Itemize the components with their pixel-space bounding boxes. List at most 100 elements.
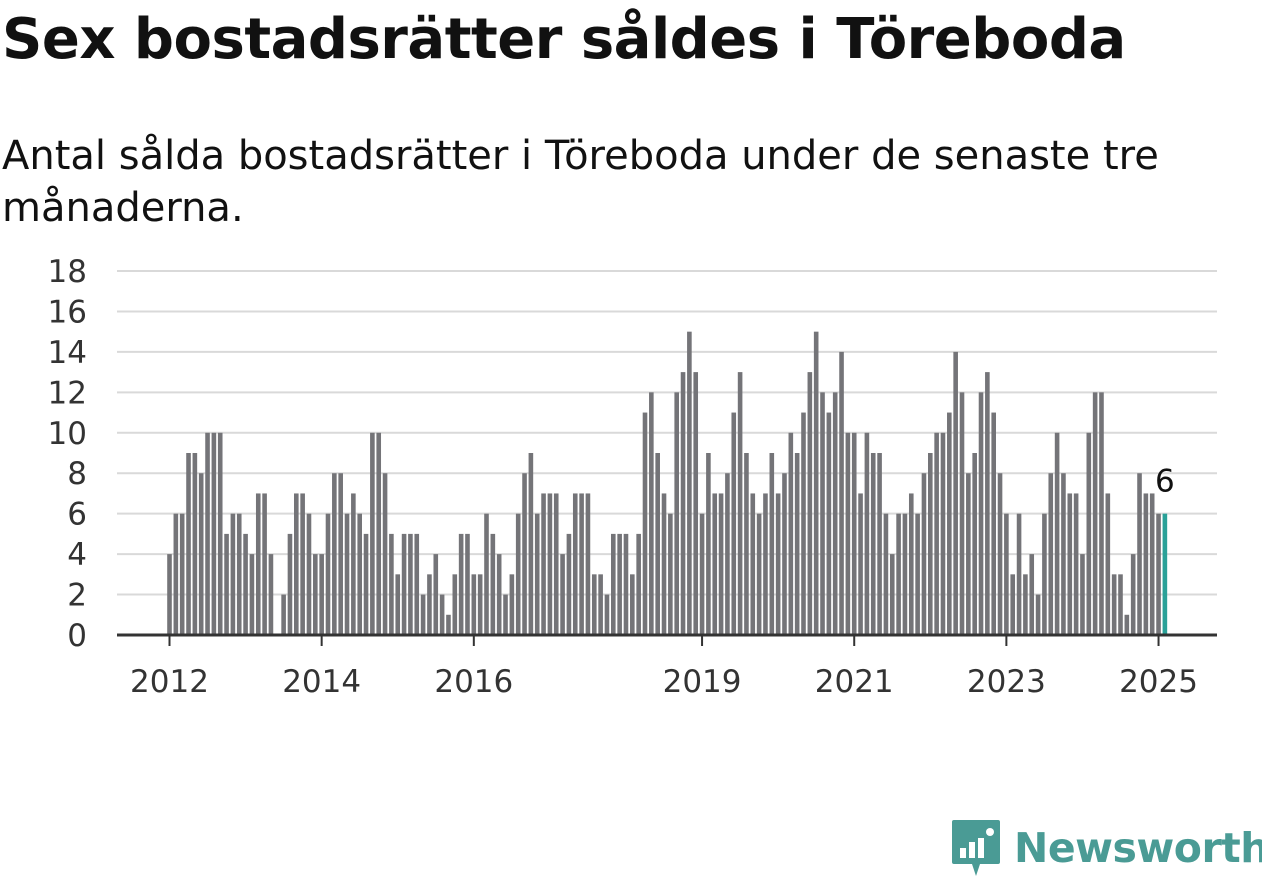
bar	[515, 513, 521, 635]
bar	[668, 513, 673, 635]
bar	[198, 473, 204, 635]
brand-name: Newsworthy	[1014, 824, 1262, 872]
bar	[1054, 432, 1060, 635]
highlight-bar	[1162, 513, 1168, 635]
bar	[978, 392, 984, 635]
bar	[560, 554, 565, 635]
bar	[947, 412, 952, 635]
y-tick-label: 6	[67, 497, 87, 533]
y-tick-label: 8	[67, 456, 87, 492]
bar	[572, 493, 578, 635]
bars	[167, 331, 1168, 635]
bar	[940, 432, 946, 635]
bar	[255, 493, 261, 635]
x-tick-label: 2012	[130, 664, 209, 700]
bar	[769, 453, 775, 635]
bar	[985, 372, 990, 635]
bar	[236, 513, 242, 635]
newsworthy-logo: Newsworthy	[950, 818, 1262, 878]
bar	[1143, 493, 1149, 635]
bar	[401, 533, 407, 635]
x-tick-label: 2014	[282, 664, 361, 700]
bar	[997, 473, 1003, 635]
bar	[173, 513, 179, 635]
bar	[294, 493, 299, 635]
bar	[794, 453, 800, 635]
bar	[655, 453, 660, 635]
bar	[566, 533, 572, 635]
bar	[693, 372, 699, 635]
bar	[1010, 574, 1016, 635]
bar	[522, 473, 527, 635]
bar	[706, 453, 711, 635]
bar	[547, 493, 553, 635]
bar	[420, 594, 426, 635]
bar	[313, 554, 318, 635]
bar	[775, 493, 781, 635]
bar	[395, 574, 401, 635]
bar	[680, 372, 686, 635]
y-tick-label: 12	[48, 375, 87, 411]
x-tick-label: 2019	[663, 664, 742, 700]
bar	[1035, 594, 1041, 635]
bar	[864, 432, 870, 635]
bar	[268, 554, 274, 635]
bar	[1004, 513, 1009, 635]
bar	[604, 594, 610, 635]
bar	[541, 493, 546, 635]
bar	[332, 473, 337, 635]
bar	[192, 453, 198, 635]
bar	[300, 493, 305, 635]
bar	[262, 493, 267, 635]
bar	[1099, 392, 1104, 635]
bar	[319, 554, 324, 635]
bar	[477, 574, 483, 635]
bar	[471, 574, 477, 635]
bar	[611, 533, 616, 635]
bar	[281, 594, 286, 635]
bar	[224, 533, 229, 635]
bar	[826, 412, 832, 635]
bar	[699, 513, 705, 635]
bar	[490, 533, 496, 635]
bar	[750, 493, 756, 635]
bar	[934, 432, 939, 635]
bar	[344, 513, 350, 635]
bar	[801, 412, 806, 635]
bar	[528, 453, 534, 635]
bar	[217, 432, 223, 635]
y-tick-label: 16	[48, 294, 87, 330]
bar	[1023, 574, 1028, 635]
bar	[408, 533, 413, 635]
bar	[1156, 513, 1161, 635]
bar	[1118, 574, 1123, 635]
bar	[725, 473, 730, 635]
bar	[1073, 493, 1079, 635]
bar	[991, 412, 996, 635]
bar	[630, 574, 635, 635]
axes	[117, 633, 1217, 646]
bar	[649, 392, 654, 635]
bar	[458, 533, 464, 635]
bar	[167, 554, 172, 635]
bar	[579, 493, 584, 635]
x-tick-label: 2023	[967, 664, 1046, 700]
y-tick-label: 18	[48, 254, 87, 290]
bar	[642, 412, 648, 635]
bar	[788, 432, 794, 635]
bar	[439, 594, 445, 635]
bar	[1130, 554, 1136, 635]
bar	[737, 372, 743, 635]
bar	[243, 533, 248, 635]
bar	[1105, 493, 1111, 635]
bar	[211, 432, 217, 635]
bar	[363, 533, 369, 635]
bar	[446, 614, 451, 635]
bar	[1149, 493, 1155, 635]
bar	[756, 513, 762, 635]
bar	[1067, 493, 1073, 635]
labels: 0 2 4 6 8 10 12 14 16 18 2012 2014 2016 2019 2021 2023 2…	[48, 254, 1198, 700]
bar	[287, 533, 293, 635]
bar	[851, 432, 857, 635]
bar	[953, 351, 958, 635]
